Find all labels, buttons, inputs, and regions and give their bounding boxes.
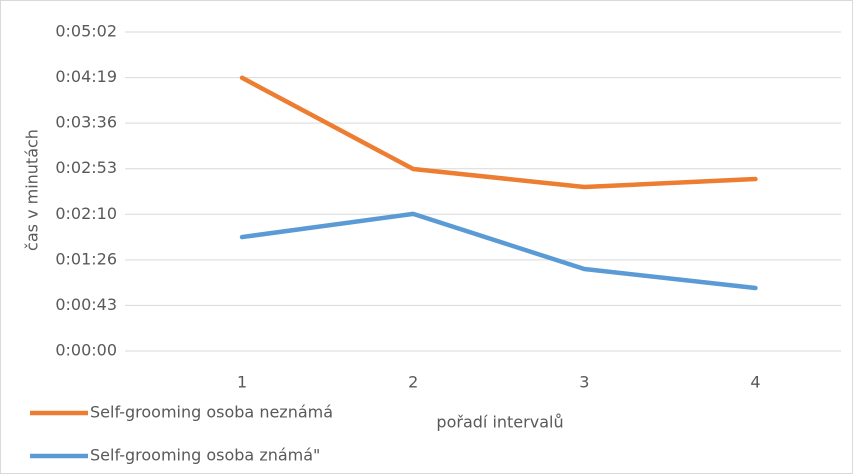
legend-label: Self-grooming osoba neznámá — [90, 403, 333, 422]
x-tick-label: 4 — [750, 373, 760, 392]
y-tick-label: 0:05:02 — [55, 22, 117, 41]
data-line — [239, 75, 758, 190]
x-tick-label: 1 — [237, 373, 247, 392]
x-tick-label: 3 — [579, 373, 589, 392]
y-axis-label: čas v minutách — [23, 129, 42, 251]
data-line — [239, 211, 758, 291]
y-tick-label: 0:03:36 — [55, 113, 117, 132]
y-tick-label: 0:04:19 — [55, 67, 117, 86]
legend-label: Self-grooming osoba známá" — [90, 446, 320, 465]
y-tick-label: 0:01:26 — [55, 249, 117, 268]
x-axis-label: pořadí intervalů — [436, 413, 563, 432]
x-tick-label: 2 — [408, 373, 418, 392]
y-tick-label: 0:00:00 — [55, 341, 117, 360]
y-tick-label: 0:00:43 — [55, 295, 117, 314]
y-tick-label: 0:02:10 — [55, 204, 117, 223]
y-tick-label: 0:02:53 — [55, 158, 117, 177]
